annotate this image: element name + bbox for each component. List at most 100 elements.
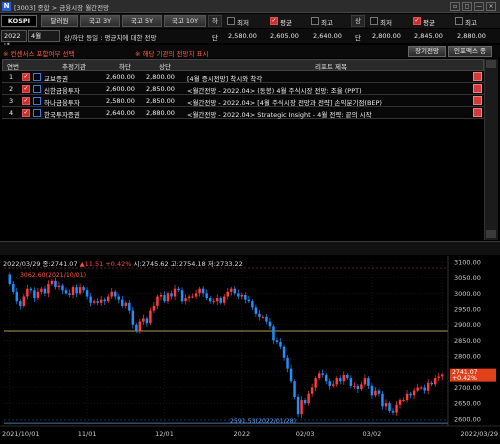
row-high: 2,850.00 — [146, 85, 175, 93]
restore-icon[interactable]: ▫ — [450, 2, 460, 11]
candle — [64, 290, 68, 294]
candle — [409, 393, 412, 396]
row-checkbox[interactable]: ✓ — [22, 85, 30, 93]
candle — [321, 373, 324, 375]
year-select[interactable]: 2022년 — [1, 30, 27, 50]
x-tick-label: 02/03 — [296, 430, 315, 438]
high-min-checkbox[interactable] — [370, 17, 378, 25]
row-org: 한국투자증권 — [44, 111, 80, 119]
app-logo: N — [2, 2, 11, 11]
high-avg-label: 평균 — [423, 19, 435, 27]
candle — [85, 290, 89, 297]
row-highlight-box[interactable] — [33, 109, 41, 117]
candle — [57, 285, 61, 288]
candle — [61, 285, 64, 291]
table-row[interactable] — [2, 95, 484, 107]
pdf-icon[interactable] — [473, 72, 482, 81]
pdf-icon[interactable] — [473, 84, 482, 93]
candle — [363, 378, 367, 385]
title-bar — [0, 0, 500, 13]
ohlc-change: ▲11.51 +0.42% — [79, 260, 132, 268]
splitter-bar[interactable] — [0, 241, 500, 255]
high-avg-checkbox[interactable]: ✓ — [413, 17, 421, 25]
ktb3y-button[interactable]: 국고 3Y — [80, 15, 120, 27]
table-row[interactable] — [2, 71, 484, 83]
infomax-button[interactable]: 인포맥스 종 — [448, 46, 492, 57]
col-header-org: 추정기관 — [62, 63, 86, 71]
maximize-icon[interactable]: ◻ — [462, 2, 472, 11]
y-tick-label: 2900.00 — [454, 321, 481, 329]
vertical-scrollbar[interactable] — [484, 59, 498, 240]
y-tick-label: 2600.00 — [454, 415, 481, 423]
candle — [324, 374, 328, 382]
low-max-checkbox[interactable] — [311, 17, 319, 25]
candle — [353, 385, 356, 387]
row-checkbox[interactable]: ✓ — [22, 73, 30, 81]
row-highlight-box[interactable] — [33, 73, 41, 81]
index-selector[interactable]: KOSPI — [1, 15, 37, 27]
price-chart: 3100.00 3050.00 3000.00 2950.00 2900.00 2850.… — [0, 256, 500, 438]
month-select[interactable]: 4월 — [28, 30, 60, 42]
candle — [374, 390, 377, 396]
candle — [307, 393, 310, 404]
candle — [180, 290, 184, 302]
candle — [360, 384, 363, 390]
y-tick-label: 2950.00 — [454, 306, 481, 314]
candle — [8, 274, 11, 284]
candle — [254, 307, 258, 314]
long-term-forecast-button[interactable]: 장기전망 — [408, 46, 446, 57]
row-title[interactable]: [4월 증시전망] 착시와 착각 — [187, 75, 263, 83]
y-tick-label: 3000.00 — [454, 290, 481, 298]
candle — [391, 411, 395, 413]
high-min-value: 2,800.00 — [372, 32, 401, 40]
candle — [286, 357, 289, 369]
high-avg-value: 2,845.00 — [414, 32, 443, 40]
ktb10y-button[interactable]: 국고 10Y — [164, 15, 206, 27]
high-side-label-2: 단 — [355, 34, 361, 42]
row-title[interactable]: <월간전망 - 2022.04> Strategic Insight - 4월 … — [187, 111, 372, 119]
candle — [377, 390, 381, 394]
last-price-pct: +0.42% — [452, 375, 477, 382]
row-checkbox[interactable]: ✓ — [22, 97, 30, 105]
candle — [166, 293, 170, 302]
pdf-icon[interactable] — [473, 96, 482, 105]
last-price-tag — [450, 368, 496, 382]
y-tick-label: 2700.00 — [454, 384, 481, 392]
candle — [317, 373, 321, 379]
high-max-checkbox[interactable] — [455, 17, 463, 25]
candle — [296, 396, 300, 415]
row-highlight-box[interactable] — [33, 97, 41, 105]
table-row[interactable] — [2, 83, 484, 95]
row-checkbox[interactable]: ✓ — [22, 109, 30, 117]
candle — [356, 385, 360, 390]
scroll-down-icon[interactable] — [486, 230, 496, 238]
candle — [152, 305, 156, 311]
low-min-checkbox[interactable] — [227, 17, 235, 25]
table-row[interactable] — [2, 107, 484, 119]
row-title[interactable]: <월간전망 - 2022.04> [4월 주식시장 전망과 전략] 손익분기점(… — [187, 99, 382, 107]
row-title[interactable]: <월간전망 - 2022.04> (동봉) 4월 주식시장 전망: 조율 (PP… — [187, 87, 362, 95]
x-tick-label: 11/01 — [78, 430, 97, 438]
col-header-no: 연번 — [7, 63, 19, 71]
high-min-label: 최저 — [380, 19, 392, 27]
row-low: 2,600.00 — [106, 85, 135, 93]
close-icon[interactable]: × — [486, 2, 496, 11]
row-number: 2 — [9, 85, 14, 93]
low-avg-checkbox[interactable]: ✓ — [270, 17, 278, 25]
candle — [142, 318, 145, 322]
candle — [275, 340, 279, 342]
col-header-high: 상단 — [159, 63, 171, 71]
consensus-notice: ※ 컨센서스 포함여부 선택 — [3, 50, 75, 58]
candle — [388, 403, 391, 412]
x-tick-label: 2022/03/29 — [461, 430, 498, 438]
row-highlight-box[interactable] — [33, 85, 41, 93]
candle — [92, 301, 96, 303]
usdkrw-button[interactable]: 달러원 — [41, 15, 78, 27]
row-low: 2,640.00 — [106, 109, 135, 117]
candle — [441, 374, 444, 377]
ktb5y-button[interactable]: 국고 5Y — [122, 15, 162, 27]
scroll-up-icon[interactable] — [486, 60, 496, 68]
minimize-icon[interactable]: — — [474, 2, 484, 11]
pdf-icon[interactable] — [473, 108, 482, 117]
candle — [170, 293, 173, 297]
